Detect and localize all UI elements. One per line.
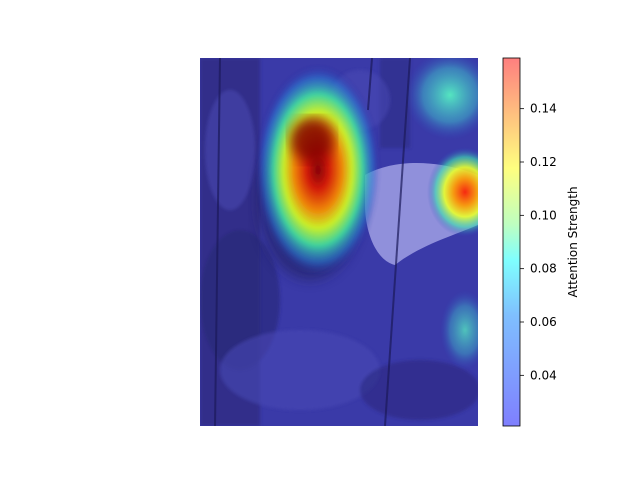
- top-right-region: [405, 58, 478, 140]
- colorbar-tick-label: 0.14: [530, 102, 557, 116]
- colorbar-tick-label: 0.10: [530, 208, 557, 222]
- colorbar-tick-label: 0.04: [530, 368, 557, 382]
- background-texture: [200, 58, 478, 426]
- colorbar: 0.04 0.06 0.08 0.10 0.12 0.14 Attention Stren…: [502, 57, 580, 427]
- colorbar-gradient: [503, 58, 520, 426]
- colorbar-tick-label: 0.06: [530, 315, 557, 329]
- primary-peak: [256, 65, 380, 275]
- colorbar-frame: [502, 57, 521, 427]
- lower-right-region: [440, 290, 478, 370]
- secondary-peak: [427, 147, 478, 237]
- primary-peak-core: [290, 118, 334, 162]
- colorbar-ticks: 0.04 0.06 0.08 0.10 0.12 0.14: [520, 102, 557, 382]
- heatmap-image: [200, 58, 478, 426]
- colorbar-tick-label: 0.12: [530, 155, 557, 169]
- colorbar-tick-label: 0.08: [530, 262, 557, 276]
- vegetation-stems: [214, 58, 411, 426]
- colorbar-label: Attention Strength: [566, 186, 580, 297]
